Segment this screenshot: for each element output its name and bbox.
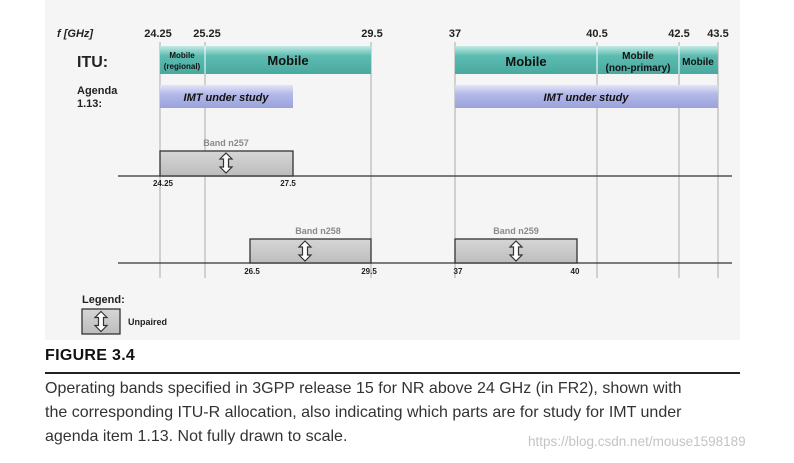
watermark-url: https://blog.csdn.net/mouse1598189 [528, 434, 746, 449]
freq-tick-label: 29.5 [361, 28, 382, 40]
band-name: Band n259 [493, 226, 539, 236]
itu-block-label: Mobile [505, 54, 546, 69]
band-n257: Band n257 24.25 27.5 [153, 138, 296, 188]
freq-tick-label: 25.25 [193, 28, 221, 40]
itu-block-label: Mobile [622, 51, 654, 62]
legend-item-label: Unpaired [128, 317, 167, 327]
freq-tick-label: 43.5 [707, 28, 728, 40]
freq-tick-label: 40.5 [586, 28, 607, 40]
itu-bar [160, 46, 371, 74]
imt-study-bar-high: IMT under study [455, 85, 718, 108]
legend-title: Legend: [82, 294, 125, 306]
imt-study-bar-low: IMT under study [160, 85, 293, 108]
imt-bar-label: IMT under study [544, 92, 630, 104]
up-down-arrow-icon [508, 240, 524, 262]
band-box [249, 238, 372, 264]
band-name: Band n257 [203, 138, 249, 148]
freq-tick-label: 37 [449, 28, 461, 40]
frequency-band-diagram: f [GHz] 24.25 25.25 29.5 37 40.5 42.5 43… [57, 28, 732, 335]
band-low-edge: 24.25 [153, 179, 174, 188]
band-high-edge: 27.5 [280, 179, 296, 188]
itu-allocation-bar-high: Mobile Mobile (non-primary) Mobile [455, 46, 718, 74]
caption-line: Operating bands specified in 3GPP releas… [45, 380, 682, 397]
itu-block-label: Mobile [267, 53, 308, 68]
itu-bar [455, 46, 718, 74]
imt-bar-label: IMT under study [184, 92, 270, 104]
agenda-row-label-number: 1.13: [77, 98, 102, 110]
band-high-edge: 29.5 [361, 267, 377, 276]
caption-line: agenda item 1.13. Not fully drawn to sca… [45, 428, 348, 445]
band-high-edge: 40 [571, 267, 580, 276]
imt-bar [160, 85, 293, 108]
up-down-arrow-icon [93, 310, 109, 333]
band-n258: Band n258 26.5 29.5 [244, 226, 377, 276]
itu-block-label: Mobile [169, 51, 195, 60]
frequency-axis-label: f [GHz] [57, 28, 93, 40]
caption-line: the corresponding ITU-R allocation, also… [45, 404, 682, 421]
freq-tick-label: 42.5 [668, 28, 689, 40]
itu-block-sublabel: (regional) [164, 62, 201, 71]
band-low-edge: 37 [454, 267, 463, 276]
agenda-row-label: Agenda [77, 85, 118, 97]
up-down-arrow-icon [297, 240, 313, 262]
band-low-edge: 26.5 [244, 267, 260, 276]
itu-row-label: ITU: [77, 54, 108, 71]
legend: Legend: Unpaired [81, 294, 167, 335]
figure-label: FIGURE 3.4 [45, 347, 136, 364]
band-n259: Band n259 37 40 [454, 226, 580, 276]
itu-block-label: Mobile [682, 57, 714, 68]
itu-allocation-bar-low: Mobile (regional) Mobile [160, 46, 371, 74]
freq-tick-label: 24.25 [144, 28, 172, 40]
band-name: Band n258 [295, 226, 341, 236]
up-down-arrow-icon [218, 152, 234, 174]
imt-bar [455, 85, 718, 108]
itu-block-sublabel: (non-primary) [606, 63, 671, 74]
caption-divider [45, 372, 740, 374]
